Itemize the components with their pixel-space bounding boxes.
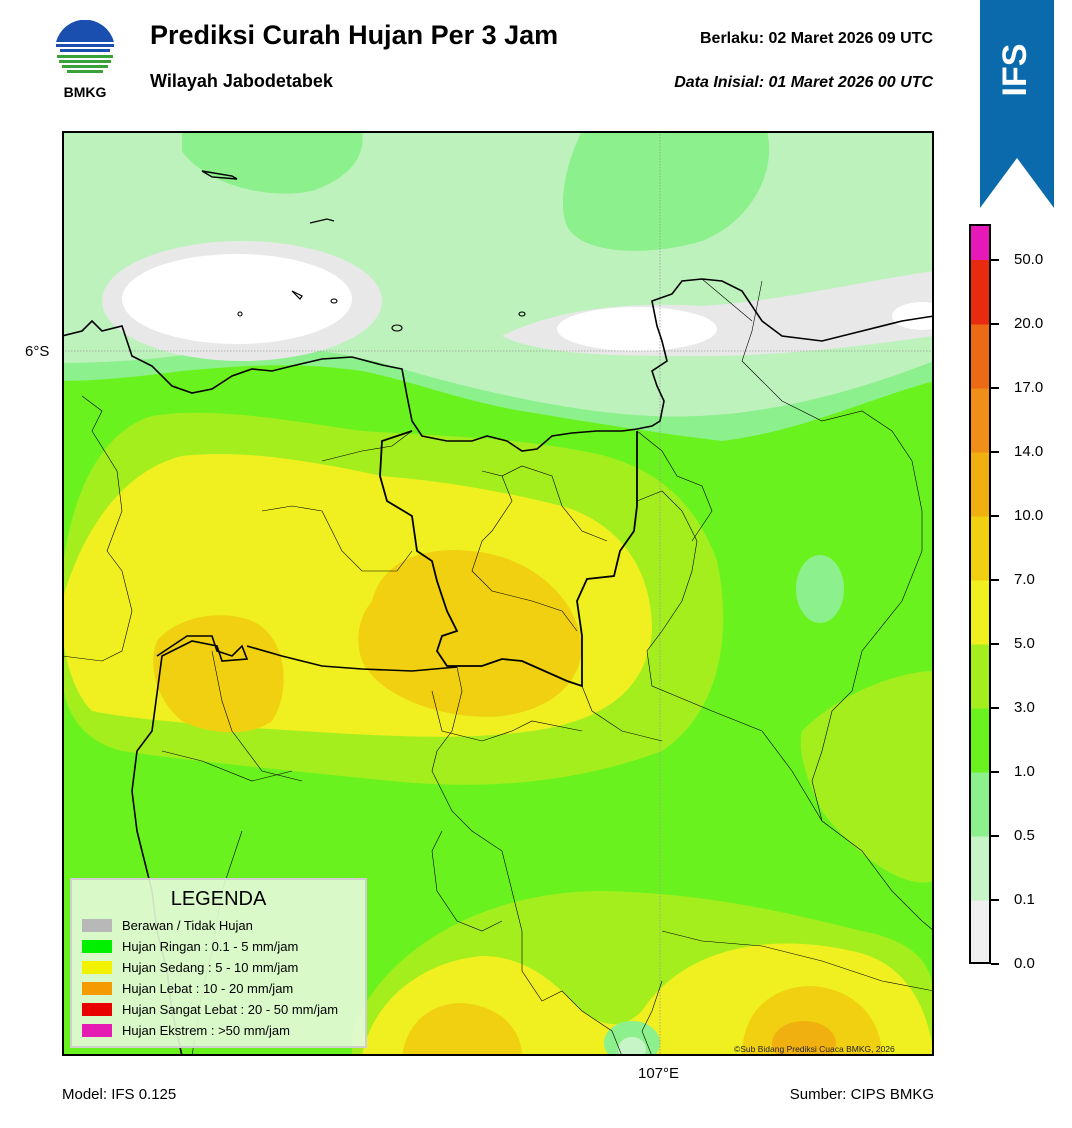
- colorbar-segment: [969, 324, 991, 389]
- model-label: Model: IFS 0.125: [62, 1086, 177, 1103]
- legend-label: Hujan Ringan : 0.1 - 5 mm/jam: [122, 938, 299, 954]
- legend-label: Hujan Ekstrem : >50 mm/jam: [122, 1022, 290, 1038]
- colorbar-segment: [969, 708, 991, 773]
- svg-text:IFS: IFS: [996, 44, 1034, 97]
- legend-swatch: [82, 1023, 112, 1037]
- colorbar-tick: [991, 515, 999, 517]
- colorbar-segment: [969, 580, 991, 645]
- logo-text: BMKG: [63, 84, 107, 100]
- colorbar-segment: [969, 772, 991, 837]
- rainfall-map: [62, 131, 934, 1056]
- legend-item: Hujan Lebat : 10 - 20 mm/jam: [82, 979, 293, 997]
- legend-item: Hujan Sedang : 5 - 10 mm/jam: [82, 958, 298, 976]
- colorbar-tick: [991, 323, 999, 325]
- colorbar-tick: [991, 643, 999, 645]
- colorbar-tick: [991, 963, 999, 965]
- legend-label: Hujan Lebat : 10 - 20 mm/jam: [122, 980, 294, 996]
- colorbar-tick-label: 17.0: [1014, 379, 1044, 396]
- bmkg-logo: [55, 20, 115, 80]
- colorbar-tick-label: 1.0: [1014, 763, 1035, 780]
- colorbar-tick: [991, 835, 999, 837]
- legend-label: Hujan Sedang : 5 - 10 mm/jam: [122, 959, 299, 975]
- initial-time: Data Inisial: 01 Maret 2026 00 UTC: [674, 74, 933, 91]
- colorbar-tick: [991, 451, 999, 453]
- ifs-badge-label: IFS: [996, 44, 1034, 97]
- colorbar-segment: [969, 388, 991, 453]
- legend-swatch: [82, 918, 112, 932]
- page-subtitle: Wilayah Jabodetabek: [150, 71, 333, 91]
- colorbar-tick-label: 10.0: [1014, 507, 1044, 524]
- legend-label: Hujan Sangat Lebat : 20 - 50 mm/jam: [122, 1001, 339, 1017]
- legend-swatch: [82, 981, 112, 995]
- source-label: Sumber: CIPS BMKG: [789, 1086, 934, 1103]
- legend-label: Berawan / Tidak Hujan: [122, 917, 253, 933]
- colorbar-tick-label: 0.5: [1014, 827, 1035, 844]
- colorbar-tick: [991, 579, 999, 581]
- colorbar-segment: [969, 260, 991, 325]
- colorbar-segment: [969, 452, 991, 517]
- colorbar-tick-label: 50.0: [1014, 251, 1044, 268]
- legend-item: Hujan Sangat Lebat : 20 - 50 mm/jam: [82, 1000, 338, 1018]
- map-legend: LEGENDA Berawan / Tidak Hujan Hujan Ring…: [70, 878, 367, 1048]
- colorbar-segment: [969, 900, 991, 964]
- legend-item: Berawan / Tidak Hujan: [82, 916, 253, 934]
- colorbar-tick-label: 20.0: [1014, 315, 1044, 332]
- legend-swatch: [82, 1002, 112, 1016]
- longitude-label: 107°E: [638, 1065, 680, 1082]
- legend-item: Hujan Ekstrem : >50 mm/jam: [82, 1021, 290, 1039]
- colorbar-segment: [969, 644, 991, 709]
- map-credit: ©Sub Bidang Prediksi Cuaca BMKG, 2026: [734, 1044, 895, 1054]
- colorbar-tick-label: 5.0: [1014, 635, 1035, 652]
- colorbar-segment: [969, 224, 991, 260]
- legend-swatch: [82, 960, 112, 974]
- colorbar-segment: [969, 516, 991, 581]
- legend-item: Hujan Ringan : 0.1 - 5 mm/jam: [82, 937, 298, 955]
- colorbar-tick: [991, 259, 999, 261]
- legend-title: LEGENDA: [170, 888, 267, 910]
- colorbar-tick: [991, 771, 999, 773]
- latitude-label: 6°S: [25, 343, 50, 360]
- colorbar: [969, 224, 991, 964]
- colorbar-tick: [991, 707, 999, 709]
- colorbar-tick-label: 0.1: [1014, 891, 1035, 908]
- colorbar-tick-label: 14.0: [1014, 443, 1044, 460]
- valid-time: Berlaku: 02 Maret 2026 09 UTC: [700, 30, 933, 47]
- colorbar-tick: [991, 899, 999, 901]
- page-title: Prediksi Curah Hujan Per 3 Jam: [150, 20, 559, 50]
- legend-swatch: [82, 939, 112, 953]
- colorbar-tick: [991, 387, 999, 389]
- ifs-badge: [980, 0, 1054, 208]
- colorbar-segment: [969, 836, 991, 901]
- colorbar-tick-label: 0.0: [1014, 955, 1035, 972]
- colorbar-tick-label: 7.0: [1014, 571, 1035, 588]
- colorbar-tick-label: 3.0: [1014, 699, 1035, 716]
